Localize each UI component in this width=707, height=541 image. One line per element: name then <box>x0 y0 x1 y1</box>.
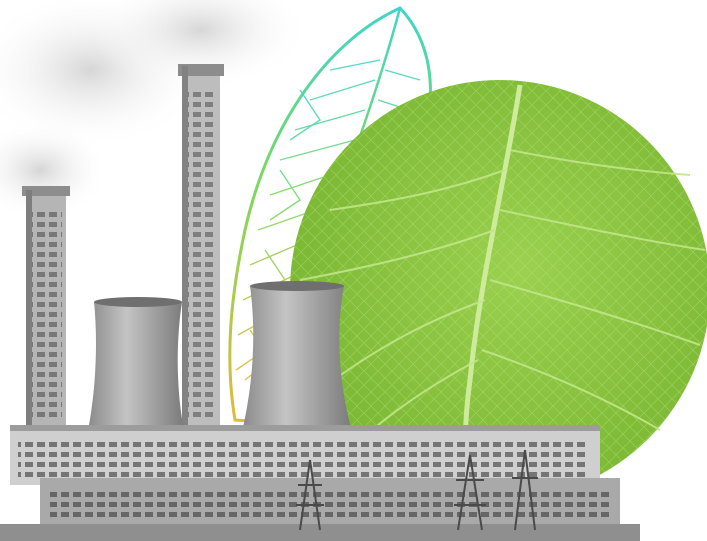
chimney-left <box>22 186 70 430</box>
factory-building <box>0 425 640 541</box>
power-pylon <box>296 449 538 531</box>
cooling-tower-right <box>242 281 352 432</box>
green-leaf-disc <box>290 80 707 502</box>
chimney-tall <box>178 64 224 432</box>
cooling-tower-left <box>88 297 184 430</box>
